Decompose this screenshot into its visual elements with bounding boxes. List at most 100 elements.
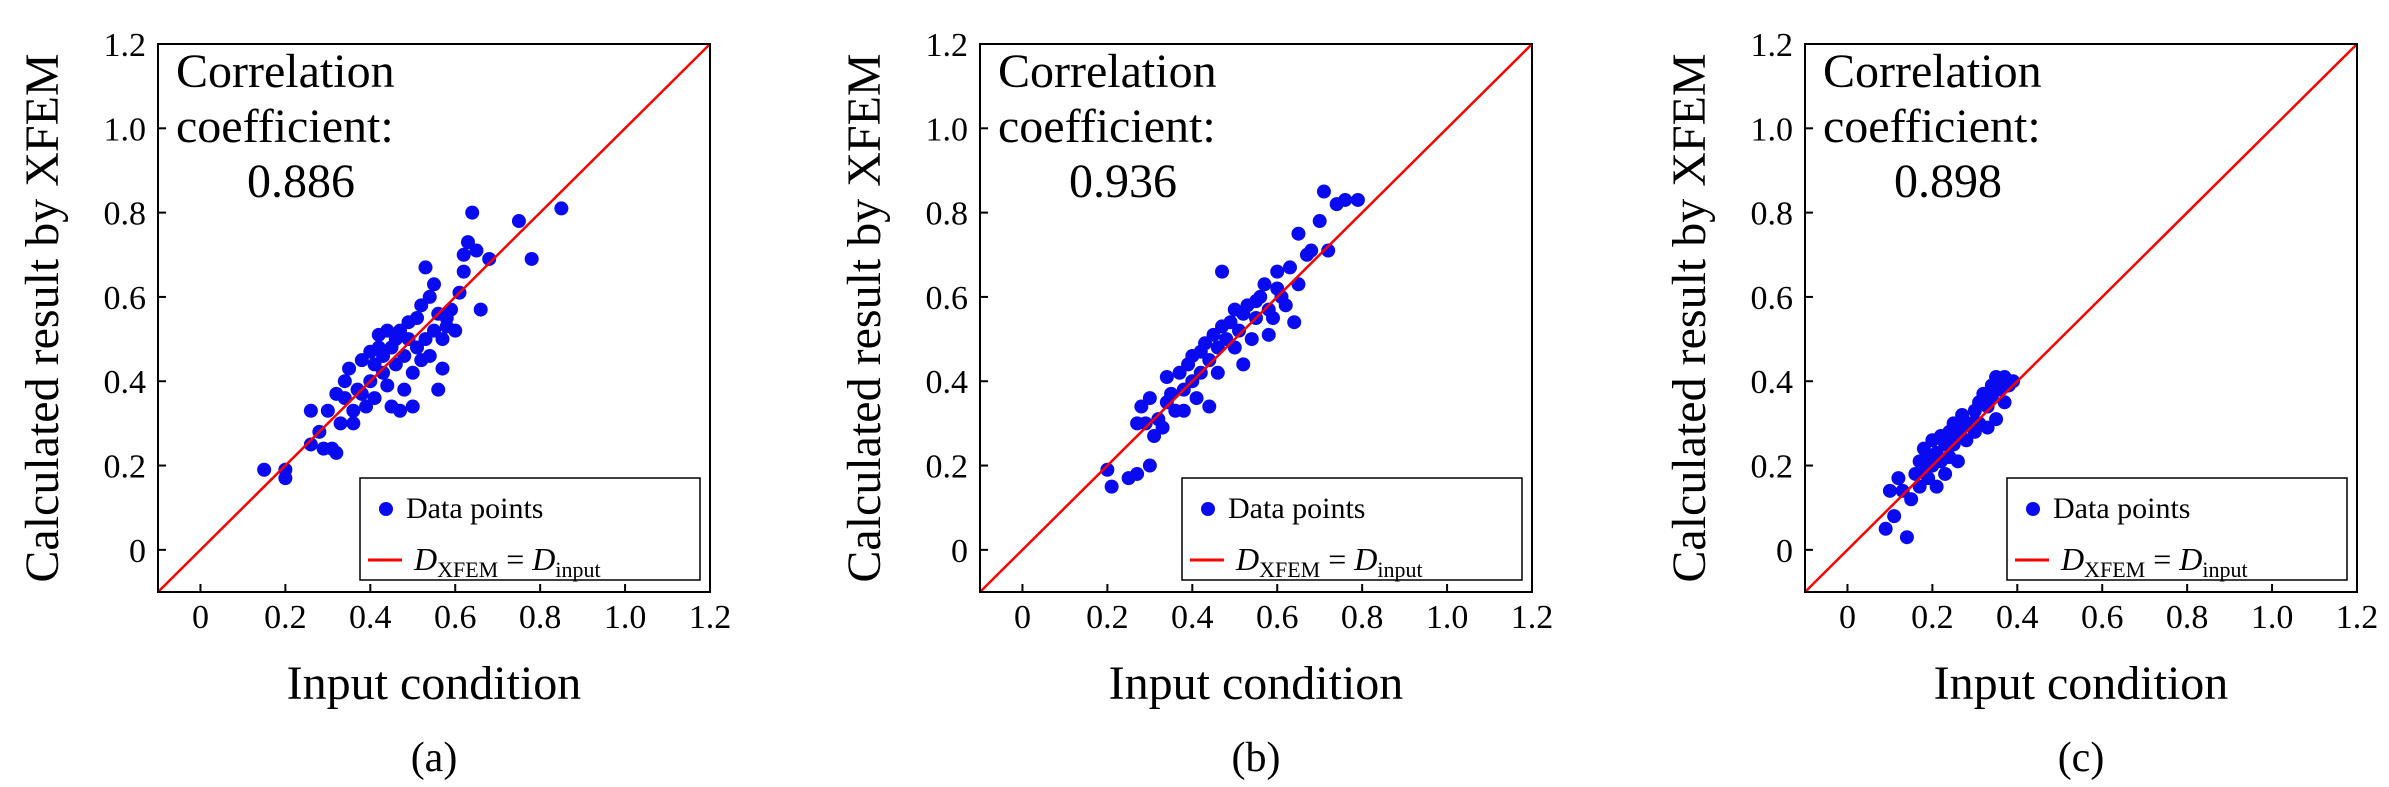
data-point <box>367 357 382 372</box>
data-point <box>380 323 395 338</box>
data-point <box>1929 479 1944 494</box>
data-point <box>456 264 471 279</box>
legend-line-label: DXFEM = Dinput <box>2060 541 2248 582</box>
legend-points-label: Data points <box>2053 492 2190 525</box>
data-point <box>1338 192 1353 207</box>
data-point <box>422 348 437 363</box>
data-point <box>405 399 420 414</box>
x-tick-label: 0.8 <box>519 599 562 636</box>
panel-label: (a) <box>411 735 458 781</box>
y-tick-label: 1.0 <box>104 111 147 148</box>
data-point <box>380 378 395 393</box>
y-axis-label: Calculated result by XFEM <box>16 53 69 582</box>
data-point <box>401 332 416 347</box>
data-point <box>1891 471 1906 486</box>
y-tick-label: 1.2 <box>926 27 969 64</box>
legend-point-marker <box>1201 502 1215 516</box>
data-point <box>1100 462 1115 477</box>
identity-line <box>157 43 711 593</box>
y-tick-label: 0.2 <box>926 449 969 486</box>
data-point <box>1304 243 1319 258</box>
data-point <box>1198 336 1213 351</box>
plot-frame <box>1804 43 2358 593</box>
y-tick-label: 0.2 <box>1751 449 1794 486</box>
legend: Data points DXFEM = Dinput <box>359 477 701 582</box>
data-point <box>1278 298 1293 313</box>
legend-point-marker <box>379 502 393 516</box>
y-tick-label: 0.8 <box>926 196 969 233</box>
data-point <box>1236 357 1251 372</box>
y-tick-label: 0.4 <box>104 364 147 401</box>
x-tick-label: 0.4 <box>349 599 392 636</box>
legend-line-label: DXFEM = Dinput <box>413 541 601 582</box>
y-tick-label: 0 <box>1776 533 1793 570</box>
data-point <box>329 445 344 460</box>
legend-box <box>2006 477 2348 581</box>
y-tick-label: 1.2 <box>104 27 147 64</box>
data-point <box>431 382 446 397</box>
data-point <box>1282 260 1297 275</box>
y-tick-label: 0.4 <box>1751 364 1794 401</box>
data-point <box>427 277 441 292</box>
data-point <box>1270 264 1285 279</box>
legend: Data points DXFEM = Dinput <box>2006 477 2348 582</box>
data-point <box>456 247 471 262</box>
legend-point-marker <box>2026 502 2040 516</box>
x-tick-label: 0 <box>1014 599 1031 636</box>
data-point <box>1215 264 1230 279</box>
data-point <box>1104 479 1119 494</box>
y-tick-label: 1.2 <box>1751 27 1794 64</box>
legend-box <box>359 477 701 581</box>
x-tick-label: 0.6 <box>434 599 477 636</box>
data-point <box>1321 243 1336 258</box>
data-point <box>397 382 412 397</box>
x-tick-label: 0.8 <box>2166 599 2209 636</box>
data-point <box>1316 184 1331 199</box>
y-tick-label: 0.8 <box>104 196 147 233</box>
data-point <box>1895 483 1910 498</box>
y-tick-label: 0.6 <box>926 280 969 317</box>
data-point <box>1176 403 1191 418</box>
x-tick-label: 0.6 <box>2081 599 2124 636</box>
y-tick-label: 0.4 <box>926 364 969 401</box>
data-point <box>1899 530 1914 545</box>
identity-line <box>979 43 1533 593</box>
correlation-value: 0.886 <box>247 155 355 208</box>
x-tick-label: 0 <box>192 599 209 636</box>
data-point <box>1223 315 1238 330</box>
data-point <box>482 251 497 266</box>
axis-ticks: 0 0.2 0.4 0.6 0.8 1.0 1.2 0 0.2 0.4 0.6 0.8 1.0 1.2 <box>1751 27 2379 636</box>
data-point <box>1232 323 1247 338</box>
x-tick-label: 1.0 <box>1426 599 1469 636</box>
data-point <box>554 201 569 216</box>
data-point <box>1138 416 1153 431</box>
x-tick-label: 1.2 <box>1511 599 1554 636</box>
data-point <box>376 348 391 363</box>
data-point <box>405 365 420 380</box>
data-point <box>410 340 425 355</box>
plot-frame <box>979 43 1533 593</box>
data-point <box>333 416 348 431</box>
panel-label: (b) <box>1232 735 1281 781</box>
data-point <box>376 365 391 380</box>
data-point <box>410 311 425 325</box>
correlation-value: 0.936 <box>1069 155 1177 208</box>
data-point <box>1253 289 1268 304</box>
data-point <box>1142 391 1157 406</box>
legend-box <box>1181 477 1523 581</box>
data-point <box>346 403 361 418</box>
data-point <box>465 205 480 220</box>
x-axis-label: Input condition <box>1109 657 1404 710</box>
x-tick-label: 0.4 <box>1171 599 1214 636</box>
data-point <box>278 462 293 477</box>
legend-points-label: Data points <box>406 492 543 525</box>
x-axis-label: Input condition <box>1934 657 2229 710</box>
annotation-line-2: coefficient: <box>998 100 1216 153</box>
data-point <box>1265 311 1280 325</box>
data-point <box>393 323 408 338</box>
correlation-value: 0.898 <box>1894 155 2002 208</box>
data-point <box>337 374 352 389</box>
data-point <box>342 361 357 376</box>
data-point <box>1955 407 1970 422</box>
